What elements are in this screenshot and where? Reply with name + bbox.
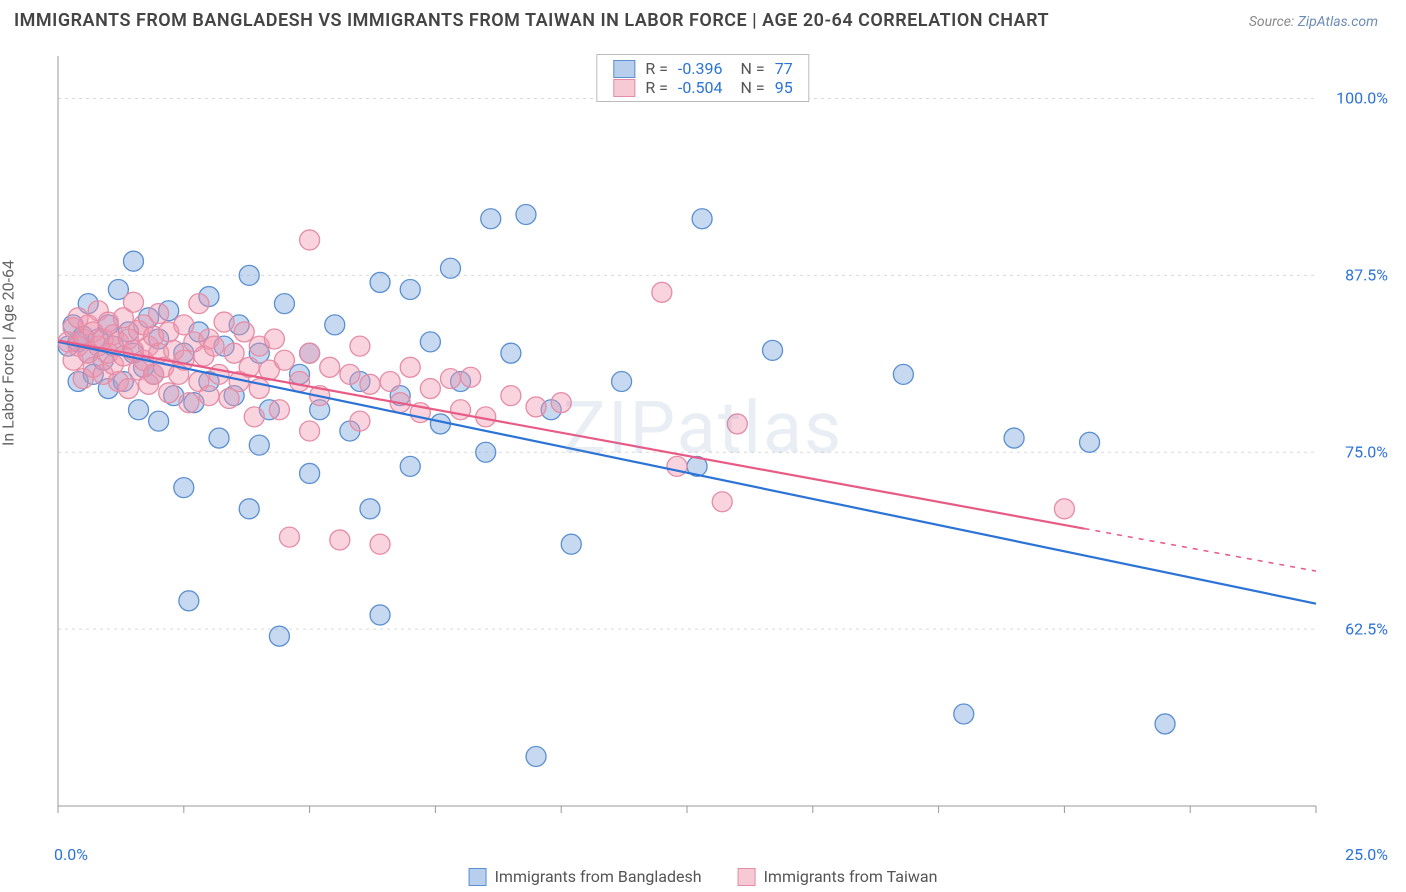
n-value-bangladesh: 77 bbox=[775, 59, 793, 78]
r-label: R = bbox=[645, 78, 668, 97]
chart-title: IMMIGRANTS FROM BANGLADESH VS IMMIGRANTS… bbox=[14, 10, 1049, 31]
swatch-bangladesh-icon bbox=[469, 868, 487, 886]
swatch-taiwan-icon bbox=[738, 868, 756, 886]
y-tick-label: 62.5% bbox=[1345, 620, 1388, 639]
stats-row-taiwan: R = -0.504 N = 95 bbox=[613, 78, 792, 97]
source-prefix: Source: bbox=[1249, 14, 1298, 30]
stats-row-bangladesh: R = -0.396 N = 77 bbox=[613, 59, 792, 78]
n-label: N = bbox=[741, 78, 765, 97]
x-tick-max: 25.0% bbox=[1345, 845, 1388, 864]
r-value-taiwan: -0.504 bbox=[678, 78, 723, 97]
source-attribution: Source: ZipAtlas.com bbox=[1249, 14, 1378, 30]
legend-item-bangladesh: Immigrants from Bangladesh bbox=[469, 867, 702, 886]
scatter-chart bbox=[48, 46, 1388, 846]
r-value-bangladesh: -0.396 bbox=[678, 59, 723, 78]
swatch-taiwan-icon bbox=[613, 79, 635, 97]
stats-legend: R = -0.396 N = 77 R = -0.504 N = 95 bbox=[596, 54, 809, 102]
y-tick-label: 87.5% bbox=[1345, 266, 1388, 285]
r-label: R = bbox=[645, 59, 668, 78]
legend-item-taiwan: Immigrants from Taiwan bbox=[738, 867, 938, 886]
series-legend: Immigrants from Bangladesh Immigrants fr… bbox=[469, 867, 938, 886]
y-axis-label: In Labor Force | Age 20-64 bbox=[0, 260, 18, 446]
legend-label-bangladesh: Immigrants from Bangladesh bbox=[495, 867, 702, 886]
n-label: N = bbox=[741, 59, 765, 78]
source-link[interactable]: ZipAtlas.com bbox=[1298, 14, 1378, 30]
y-tick-label: 75.0% bbox=[1345, 443, 1388, 462]
y-tick-label: 100.0% bbox=[1336, 89, 1388, 108]
swatch-bangladesh-icon bbox=[613, 60, 635, 78]
legend-label-taiwan: Immigrants from Taiwan bbox=[764, 867, 938, 886]
n-value-taiwan: 95 bbox=[775, 78, 793, 97]
x-tick-min: 0.0% bbox=[54, 845, 88, 864]
